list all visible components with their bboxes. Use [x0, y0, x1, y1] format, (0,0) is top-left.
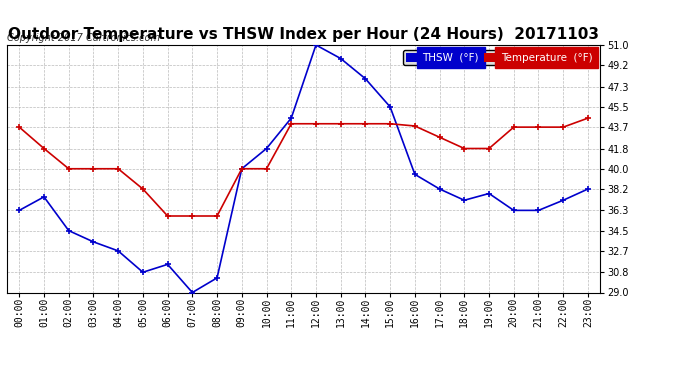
Title: Outdoor Temperature vs THSW Index per Hour (24 Hours)  20171103: Outdoor Temperature vs THSW Index per Ho…	[8, 27, 599, 42]
Legend: THSW  (°F), Temperature  (°F): THSW (°F), Temperature (°F)	[403, 50, 595, 65]
Text: Copyright 2017 Cartronics.com: Copyright 2017 Cartronics.com	[7, 33, 160, 42]
